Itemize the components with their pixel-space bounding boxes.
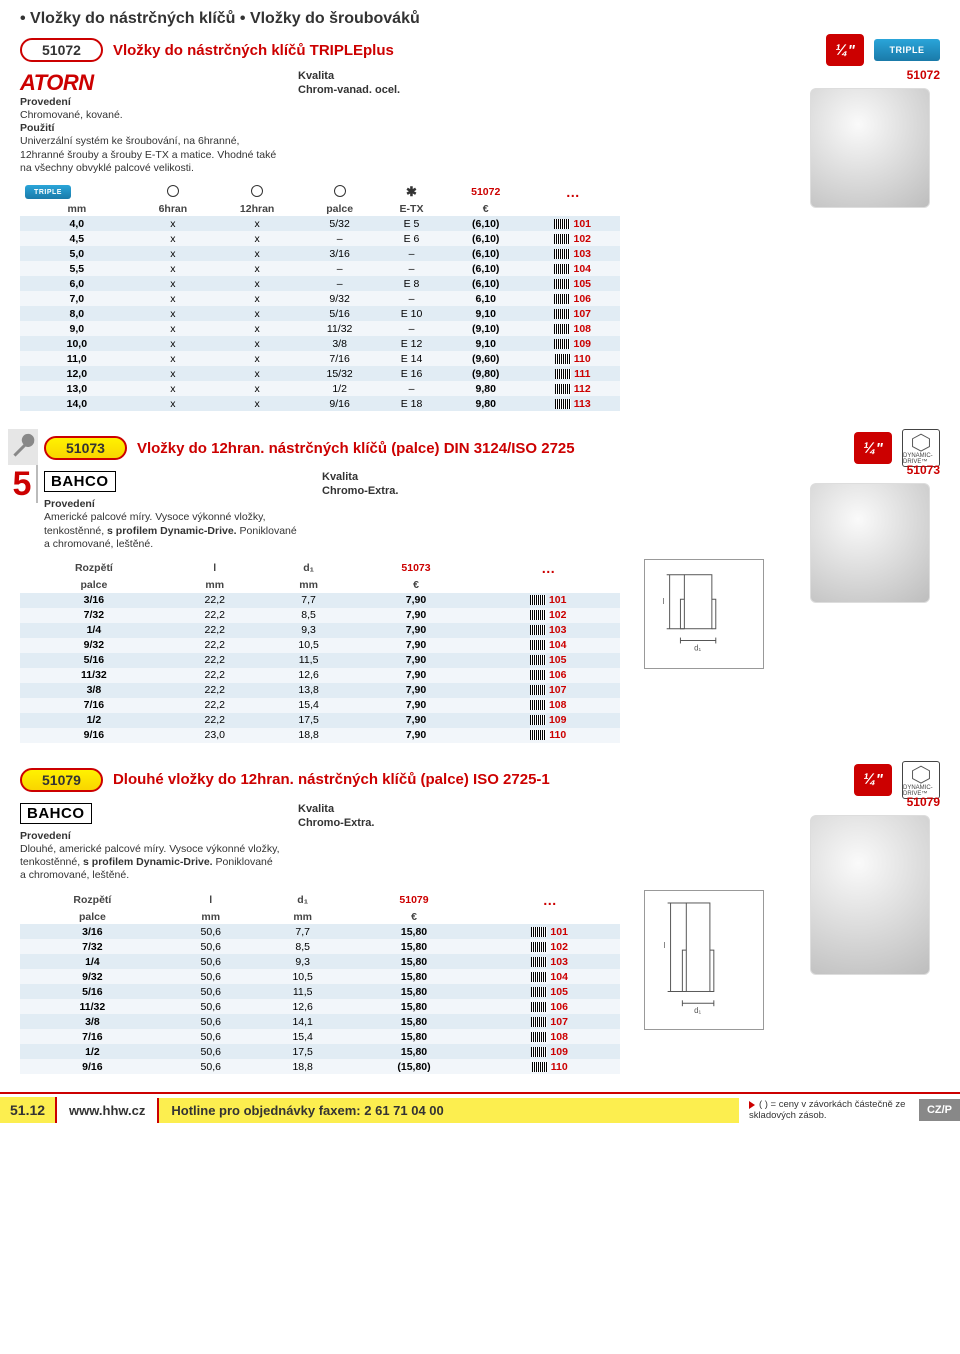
- triangle-icon: [749, 1101, 755, 1109]
- inch-icon: [334, 185, 346, 197]
- footer-page-number: 51.12: [0, 1097, 57, 1123]
- section-51073: 5 51073 Vložky do 12hran. nástrčných klí…: [20, 429, 940, 743]
- desc-text: Provedení Dlouhé, americké palcové míry.…: [20, 830, 280, 883]
- table-body: 3/1650,67,715,801017/3250,68,515,801021/…: [20, 924, 620, 1074]
- right-code: 51072: [907, 68, 940, 82]
- desc-text: Provedení Americké palcové míry. Vysoce …: [44, 498, 304, 551]
- twelve-point-icon: [251, 185, 263, 197]
- section-title: Vložky do nástrčných klíčů TRIPLEplus: [113, 42, 816, 59]
- product-image: [810, 483, 930, 603]
- svg-text:d₁: d₁: [694, 1006, 701, 1015]
- tripleplus-badge: TRIPLE: [874, 39, 940, 61]
- svg-text:l: l: [664, 941, 666, 950]
- dynamic-drive-badge: DYNAMIC-DRIVE™: [902, 761, 940, 799]
- quality-text: Kvalita Chromo-Extra.: [298, 803, 374, 831]
- table-51072: TRIPLE ✱ 51072 … mm 6hran 12hran palce E…: [20, 183, 620, 412]
- section-title: Vložky do 12hran. nástrčných klíčů (palc…: [137, 440, 844, 457]
- hexagon-icon: [167, 185, 179, 197]
- dynamic-drive-badge: DYNAMIC-DRIVE™: [902, 429, 940, 467]
- table-row: 8,0xx5/16E 109,10107: [20, 306, 620, 321]
- etx-star-icon: ✱: [406, 184, 417, 199]
- table-row: 9/1650,618,8(15,80)110: [20, 1059, 620, 1074]
- right-code: 51073: [907, 463, 940, 477]
- table-row: 3/822,213,87,90107: [20, 683, 620, 698]
- table-row: 4,5xx–E 6(6,10)102: [20, 231, 620, 246]
- quality-text: Kvalita Chromo-Extra.: [322, 471, 398, 499]
- quality-text: Kvalita Chrom-vanad. ocel.: [298, 70, 400, 98]
- svg-text:l: l: [663, 597, 665, 606]
- table-row: 11/3222,212,67,90106: [20, 668, 620, 683]
- table-row: 7/3250,68,515,80102: [20, 939, 620, 954]
- section-title: Dlouhé vložky do 12hran. nástrčných klíč…: [113, 771, 844, 788]
- footer-locale: CZ/P: [919, 1099, 960, 1121]
- table-row: 13,0xx1/2–9,80112: [20, 381, 620, 396]
- triple-icon: TRIPLE: [25, 185, 71, 199]
- code-pill: 51073: [44, 436, 127, 460]
- page-category-title: • Vložky do nástrčných klíčů • Vložky do…: [20, 10, 940, 28]
- quarter-inch-badge: ¼": [854, 432, 892, 464]
- table-51079: Rozpětí l d₁ 51079 … palce mm mm €: [20, 890, 620, 1074]
- table-row: 7/3222,28,57,90102: [20, 608, 620, 623]
- table-row: 3/1650,67,715,80101: [20, 924, 620, 939]
- table-row: 1/250,617,515,80109: [20, 1044, 620, 1059]
- technical-drawing: l d₁: [644, 890, 764, 1030]
- table-row: 5,5xx––(6,10)104: [20, 261, 620, 276]
- table-row: 4,0xx5/32E 5(6,10)101: [20, 216, 620, 231]
- section-51072: 51072 Vložky do nástrčných klíčů TRIPLEp…: [20, 34, 940, 411]
- table-row: 5/1622,211,57,90105: [20, 653, 620, 668]
- table-body: 3/1622,27,77,901017/3222,28,57,901021/42…: [20, 593, 620, 743]
- desc-text: Provedení Chromované, kované. Použití Un…: [20, 96, 280, 175]
- table-row: 1/422,29,37,90103: [20, 623, 620, 638]
- atorn-logo: ATORN: [20, 70, 280, 96]
- table-row: 3/850,614,115,80107: [20, 1014, 620, 1029]
- wrench-tab-icon: [8, 429, 38, 465]
- bahco-logo: BAHCO: [20, 803, 92, 824]
- table-51073: Rozpětí l d₁ 51073 … palce mm mm €: [20, 559, 620, 743]
- table-row: 3/1622,27,77,90101: [20, 593, 620, 608]
- table-row: 9/1623,018,87,90110: [20, 728, 620, 743]
- product-image: [810, 815, 930, 975]
- table-row: 9,0xx11/32–(9,10)108: [20, 321, 620, 336]
- table-row: 9/3222,210,57,90104: [20, 638, 620, 653]
- table-row: 12,0xx15/32E 16(9,80)111: [20, 366, 620, 381]
- product-image: [810, 88, 930, 208]
- table-row: 10,0xx3/8E 129,10109: [20, 336, 620, 351]
- footer-hotline: Hotline pro objednávky faxem: 2 61 71 04…: [157, 1098, 739, 1123]
- table-row: 7/1622,215,47,90108: [20, 698, 620, 713]
- bahco-logo: BAHCO: [44, 471, 116, 492]
- footer-note: ( ) = ceny v závorkách částečně ze sklad…: [739, 1094, 919, 1126]
- section-51079: 51079 Dlouhé vložky do 12hran. nástrčnýc…: [20, 761, 940, 1075]
- code-pill: 51079: [20, 768, 103, 792]
- table-row: 11/3250,612,615,80106: [20, 999, 620, 1014]
- table-body: 4,0xx5/32E 5(6,10)1014,5xx–E 6(6,10)1025…: [20, 216, 620, 411]
- table-row: 7/1650,615,415,80108: [20, 1029, 620, 1044]
- table-row: 14,0xx9/16E 189,80113: [20, 396, 620, 411]
- page-footer: 51.12 www.hhw.cz Hotline pro objednávky …: [0, 1092, 960, 1126]
- quarter-inch-badge: ¼": [854, 764, 892, 796]
- chapter-5-tab: 5: [8, 465, 38, 503]
- quarter-inch-badge: ¼": [826, 34, 864, 66]
- right-code: 51079: [907, 795, 940, 809]
- code-pill: 51072: [20, 38, 103, 62]
- table-row: 1/450,69,315,80103: [20, 954, 620, 969]
- table-row: 6,0xx–E 8(6,10)105: [20, 276, 620, 291]
- table-row: 7,0xx9/32–6,10106: [20, 291, 620, 306]
- table-row: 11,0xx7/16E 14(9,60)110: [20, 351, 620, 366]
- table-row: 5,0xx3/16–(6,10)103: [20, 246, 620, 261]
- technical-drawing: l d₁: [644, 559, 764, 669]
- table-row: 5/1650,611,515,80105: [20, 984, 620, 999]
- svg-text:d₁: d₁: [694, 643, 701, 652]
- table-row: 1/222,217,57,90109: [20, 713, 620, 728]
- table-row: 9/3250,610,515,80104: [20, 969, 620, 984]
- footer-url: www.hhw.cz: [57, 1098, 157, 1123]
